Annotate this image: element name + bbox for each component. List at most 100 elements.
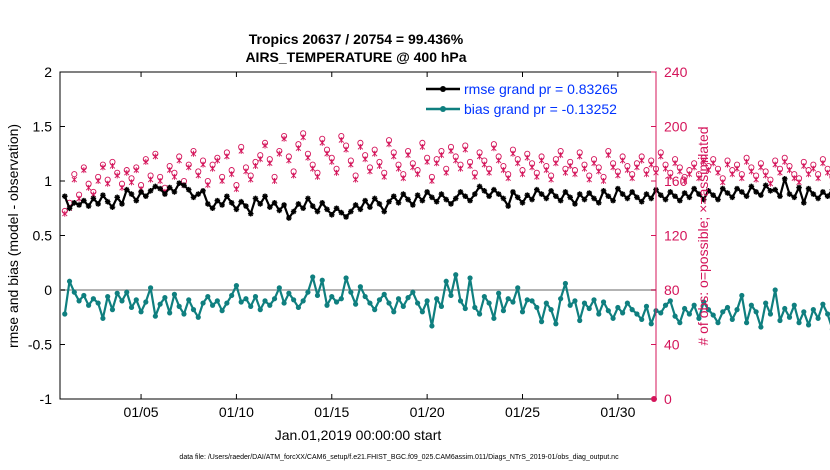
- rmse-point: [152, 183, 159, 190]
- bias-point: [372, 307, 378, 313]
- obs-assimilated-marker: [81, 167, 87, 174]
- bias-point: [457, 298, 464, 304]
- bias-point: [691, 302, 697, 308]
- bias-point: [229, 292, 235, 299]
- bias-point: [715, 320, 721, 326]
- obs-assimilated-marker: [743, 158, 750, 165]
- rmse-point: [119, 201, 125, 207]
- obs-assimilated-marker: [286, 157, 292, 164]
- rmse-point: [352, 202, 359, 208]
- obs-assimilated-marker: [171, 173, 178, 180]
- bias-point: [524, 297, 530, 303]
- rmse-point: [615, 185, 621, 192]
- bias-point: [405, 295, 411, 301]
- rmse-point: [600, 188, 607, 194]
- bias-point: [434, 296, 440, 302]
- obs-assimilated-marker: [467, 163, 473, 170]
- bias-point: [443, 278, 449, 284]
- obs-assimilated-marker: [243, 168, 249, 175]
- obs-assimilated-marker: [457, 165, 464, 172]
- bias-point: [739, 292, 745, 299]
- obs-assimilated-marker: [572, 171, 578, 178]
- rmse-point: [171, 189, 178, 195]
- obs-assimilated-marker: [772, 161, 778, 168]
- obs-assimilated-marker: [429, 178, 435, 184]
- rmse-point: [739, 189, 745, 195]
- rmse-point: [700, 196, 707, 203]
- rmse-point: [328, 211, 335, 218]
- rmse-point: [524, 192, 531, 198]
- obs-assimilated-marker: [400, 175, 407, 182]
- y2-tick-label: 40: [664, 337, 680, 353]
- rmse-point: [710, 192, 717, 198]
- rmse-point: [824, 193, 830, 200]
- rmse-point: [400, 191, 407, 197]
- obs-assimilated-marker: [720, 179, 726, 186]
- bias-point: [429, 323, 435, 329]
- bias-point: [767, 311, 774, 317]
- rmse-point: [805, 185, 812, 192]
- obs-assimilated-marker: [524, 154, 530, 161]
- rmse-point: [786, 191, 793, 197]
- rmse-point: [481, 188, 488, 194]
- bias-point: [176, 303, 182, 309]
- obs-assimilated-marker: [486, 169, 492, 176]
- rmse-point: [548, 188, 554, 194]
- obs-assimilated-marker: [252, 163, 259, 170]
- obs-assimilated-marker: [777, 169, 783, 176]
- rmse-point: [572, 201, 578, 207]
- rmse-point: [381, 208, 388, 215]
- bias-point: [391, 309, 397, 315]
- bias-point: [109, 307, 116, 313]
- bias-point: [310, 274, 316, 280]
- bias-point: [305, 289, 311, 295]
- bias-point: [696, 315, 702, 321]
- bias-point: [648, 321, 654, 327]
- rmse-point: [262, 193, 268, 200]
- bias-point: [805, 322, 812, 328]
- bias-point: [190, 307, 197, 313]
- bias-point: [386, 300, 392, 306]
- rmse-point: [266, 204, 273, 210]
- rmse-point: [104, 198, 111, 205]
- rmse-point: [491, 186, 497, 193]
- obs-assimilated-marker: [724, 161, 731, 168]
- rmse-point: [638, 198, 645, 205]
- obs-assimilated-marker: [329, 158, 335, 165]
- obs-assimilated-marker: [686, 171, 693, 178]
- obs-assimilated-marker: [472, 173, 478, 180]
- bias-point: [667, 298, 673, 304]
- rmse-point: [719, 185, 726, 192]
- bias-point: [553, 321, 559, 327]
- obs-assimilated-marker: [610, 164, 616, 171]
- obs-assimilated-marker: [619, 157, 626, 164]
- bias-point: [825, 311, 830, 317]
- rmse-point: [672, 193, 678, 200]
- bias-point: [620, 310, 626, 316]
- rmse-point: [281, 202, 287, 208]
- bias-point: [415, 300, 421, 306]
- x-tick-label: 01/10: [219, 404, 254, 420]
- bias-point: [257, 307, 263, 313]
- bias-point: [238, 299, 244, 305]
- bias-point: [195, 314, 201, 320]
- bias-point: [62, 311, 68, 317]
- rmse-point: [76, 202, 82, 208]
- obs-assimilated-marker: [386, 141, 392, 148]
- bias-point: [152, 313, 158, 319]
- obs-assimilated-marker: [305, 154, 311, 161]
- bias-point: [581, 300, 588, 306]
- bias-point: [772, 287, 778, 293]
- obs-assimilated-marker: [576, 153, 583, 160]
- rmse-point: [576, 191, 583, 197]
- obs-assimilated-marker: [233, 186, 240, 193]
- bias-point: [453, 272, 459, 278]
- rmse-point: [166, 184, 173, 191]
- obs-assimilated-marker: [214, 157, 221, 164]
- obs-assimilated-marker: [348, 161, 354, 168]
- y2-tick-label: 0: [664, 391, 672, 407]
- obs-assimilated-marker: [782, 158, 788, 165]
- bias-point: [586, 305, 592, 312]
- obs-assimilated-marker: [534, 173, 540, 180]
- bias-point: [462, 305, 468, 312]
